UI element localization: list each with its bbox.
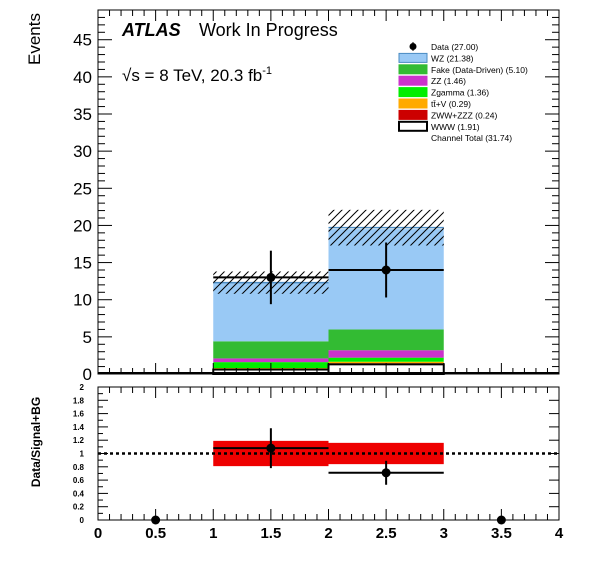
x-tick-label: 0 [94, 525, 102, 542]
legend-label: WWW (1.91) [431, 122, 480, 132]
x-tick-label: 2.5 [376, 525, 397, 542]
y-tick-label: 0 [83, 365, 92, 384]
stack-bar-zz [328, 350, 444, 358]
x-tick-label: 1.5 [260, 525, 281, 542]
stack-bar-zgamma [328, 357, 444, 362]
atlas-experiment: ATLAS [121, 20, 181, 40]
upper-y-ticks: 0 5 10 15 20 25 30 35 40 45 [73, 16, 559, 384]
lower-panel: 0 0.2 0.4 0.6 0.8 1 1.2 1.4 1.6 1.8 2 0 0.5 1 1.5 2 2.5… [29, 383, 564, 542]
ratio-y-tick-label: 0 [80, 516, 85, 525]
y-tick-label: 25 [73, 179, 92, 198]
y-tick-label: 35 [73, 105, 92, 124]
x-tick-label: 0.5 [145, 525, 166, 542]
legend-label: Zgamma (1.36) [431, 88, 489, 98]
data-point [266, 272, 276, 282]
y-tick-label: 15 [73, 254, 92, 273]
y-tick-label: 10 [73, 291, 92, 310]
ratio-point [266, 443, 276, 453]
legend-swatch [398, 52, 428, 63]
lower-y-axis-label: Data/Signal+BG [29, 397, 43, 487]
ratio-y-tick-label: 0.4 [73, 489, 85, 498]
lumi-exponent: -1 [262, 65, 272, 77]
x-tick-label: 1 [209, 525, 217, 542]
stack-bar-tt-v [328, 361, 444, 364]
legend: Data (27.00)WZ (21.38) Fake (Data-Driven)… [398, 42, 528, 143]
energy-lumi: √s = 8 TeV, 20.3 fb-1 [122, 65, 272, 85]
ratio-y-tick-label: 0.6 [73, 476, 85, 485]
legend-swatch [398, 87, 428, 98]
x-tick-label: 4 [555, 525, 564, 542]
y-tick-label: 40 [73, 68, 92, 87]
atlas-label: ATLAS Work In Progress √s = 8 TeV, 20.3 … [121, 20, 338, 85]
legend-label: ZWW+ZZZ (0.24) [431, 110, 498, 120]
y-tick-label: 45 [73, 31, 92, 50]
x-tick-label: 2 [324, 525, 332, 542]
ratio-y-tick-label: 2 [80, 383, 85, 392]
ratio-y-tick-label: 0.8 [73, 463, 85, 472]
legend-swatch [398, 109, 428, 120]
upper-y-axis-label: Events [25, 13, 44, 65]
x-tick-label: 3.5 [491, 525, 512, 542]
lower-y-ticks: 0 0.2 0.4 0.6 0.8 1 1.2 1.4 1.6 1.8 2 [73, 383, 559, 525]
ratio-y-tick-label: 1.2 [73, 436, 85, 445]
stacked-bars [98, 226, 559, 376]
legend-label: ZZ (1.46) [431, 76, 466, 86]
uncertainty-hatch [328, 209, 444, 246]
legend-swatch [398, 75, 428, 86]
ratio-y-tick-label: 1 [80, 450, 85, 459]
ratio-points [151, 428, 506, 525]
stack-bar-zz [213, 358, 329, 363]
ratio-y-tick-label: 0.2 [73, 503, 85, 512]
x-tick-label: 3 [440, 525, 448, 542]
upper-panel: 0 5 10 15 20 25 30 35 40 45 Events ATLAS Work In … [25, 9, 560, 384]
legend-swatch [398, 120, 428, 132]
legend-swatch [398, 98, 428, 109]
legend-label: WZ (21.38) [431, 53, 474, 63]
stack-bar-fake-data-driven- [213, 341, 329, 359]
legend-label: Fake (Data-Driven) (5.10) [431, 65, 528, 75]
upper-x-ticks [97, 10, 560, 374]
energy-lumi-main: √s = 8 TeV, 20.3 fb [122, 66, 262, 85]
legend-label: Channel Total (31.74) [431, 133, 512, 143]
y-tick-label: 5 [83, 328, 92, 347]
legend-label: Data (27.00) [431, 42, 478, 52]
y-tick-label: 20 [73, 216, 92, 235]
legend-label: tt̄+V (0.29) [431, 99, 471, 109]
y-tick-label: 30 [73, 142, 92, 161]
atlas-status: Work In Progress [199, 20, 338, 40]
data-point [381, 265, 391, 275]
ratio-y-tick-label: 1.6 [73, 410, 85, 419]
ratio-point [381, 468, 391, 478]
ratio-y-tick-label: 1.4 [73, 423, 85, 432]
data-points [213, 242, 444, 305]
x-axis-ticks: 0 0.5 1 1.5 2 2.5 3 3.5 4 [94, 387, 564, 542]
stack-bar-fake-data-driven- [328, 329, 444, 351]
legend-swatch [398, 64, 428, 75]
ratio-y-tick-label: 1.8 [73, 396, 85, 405]
